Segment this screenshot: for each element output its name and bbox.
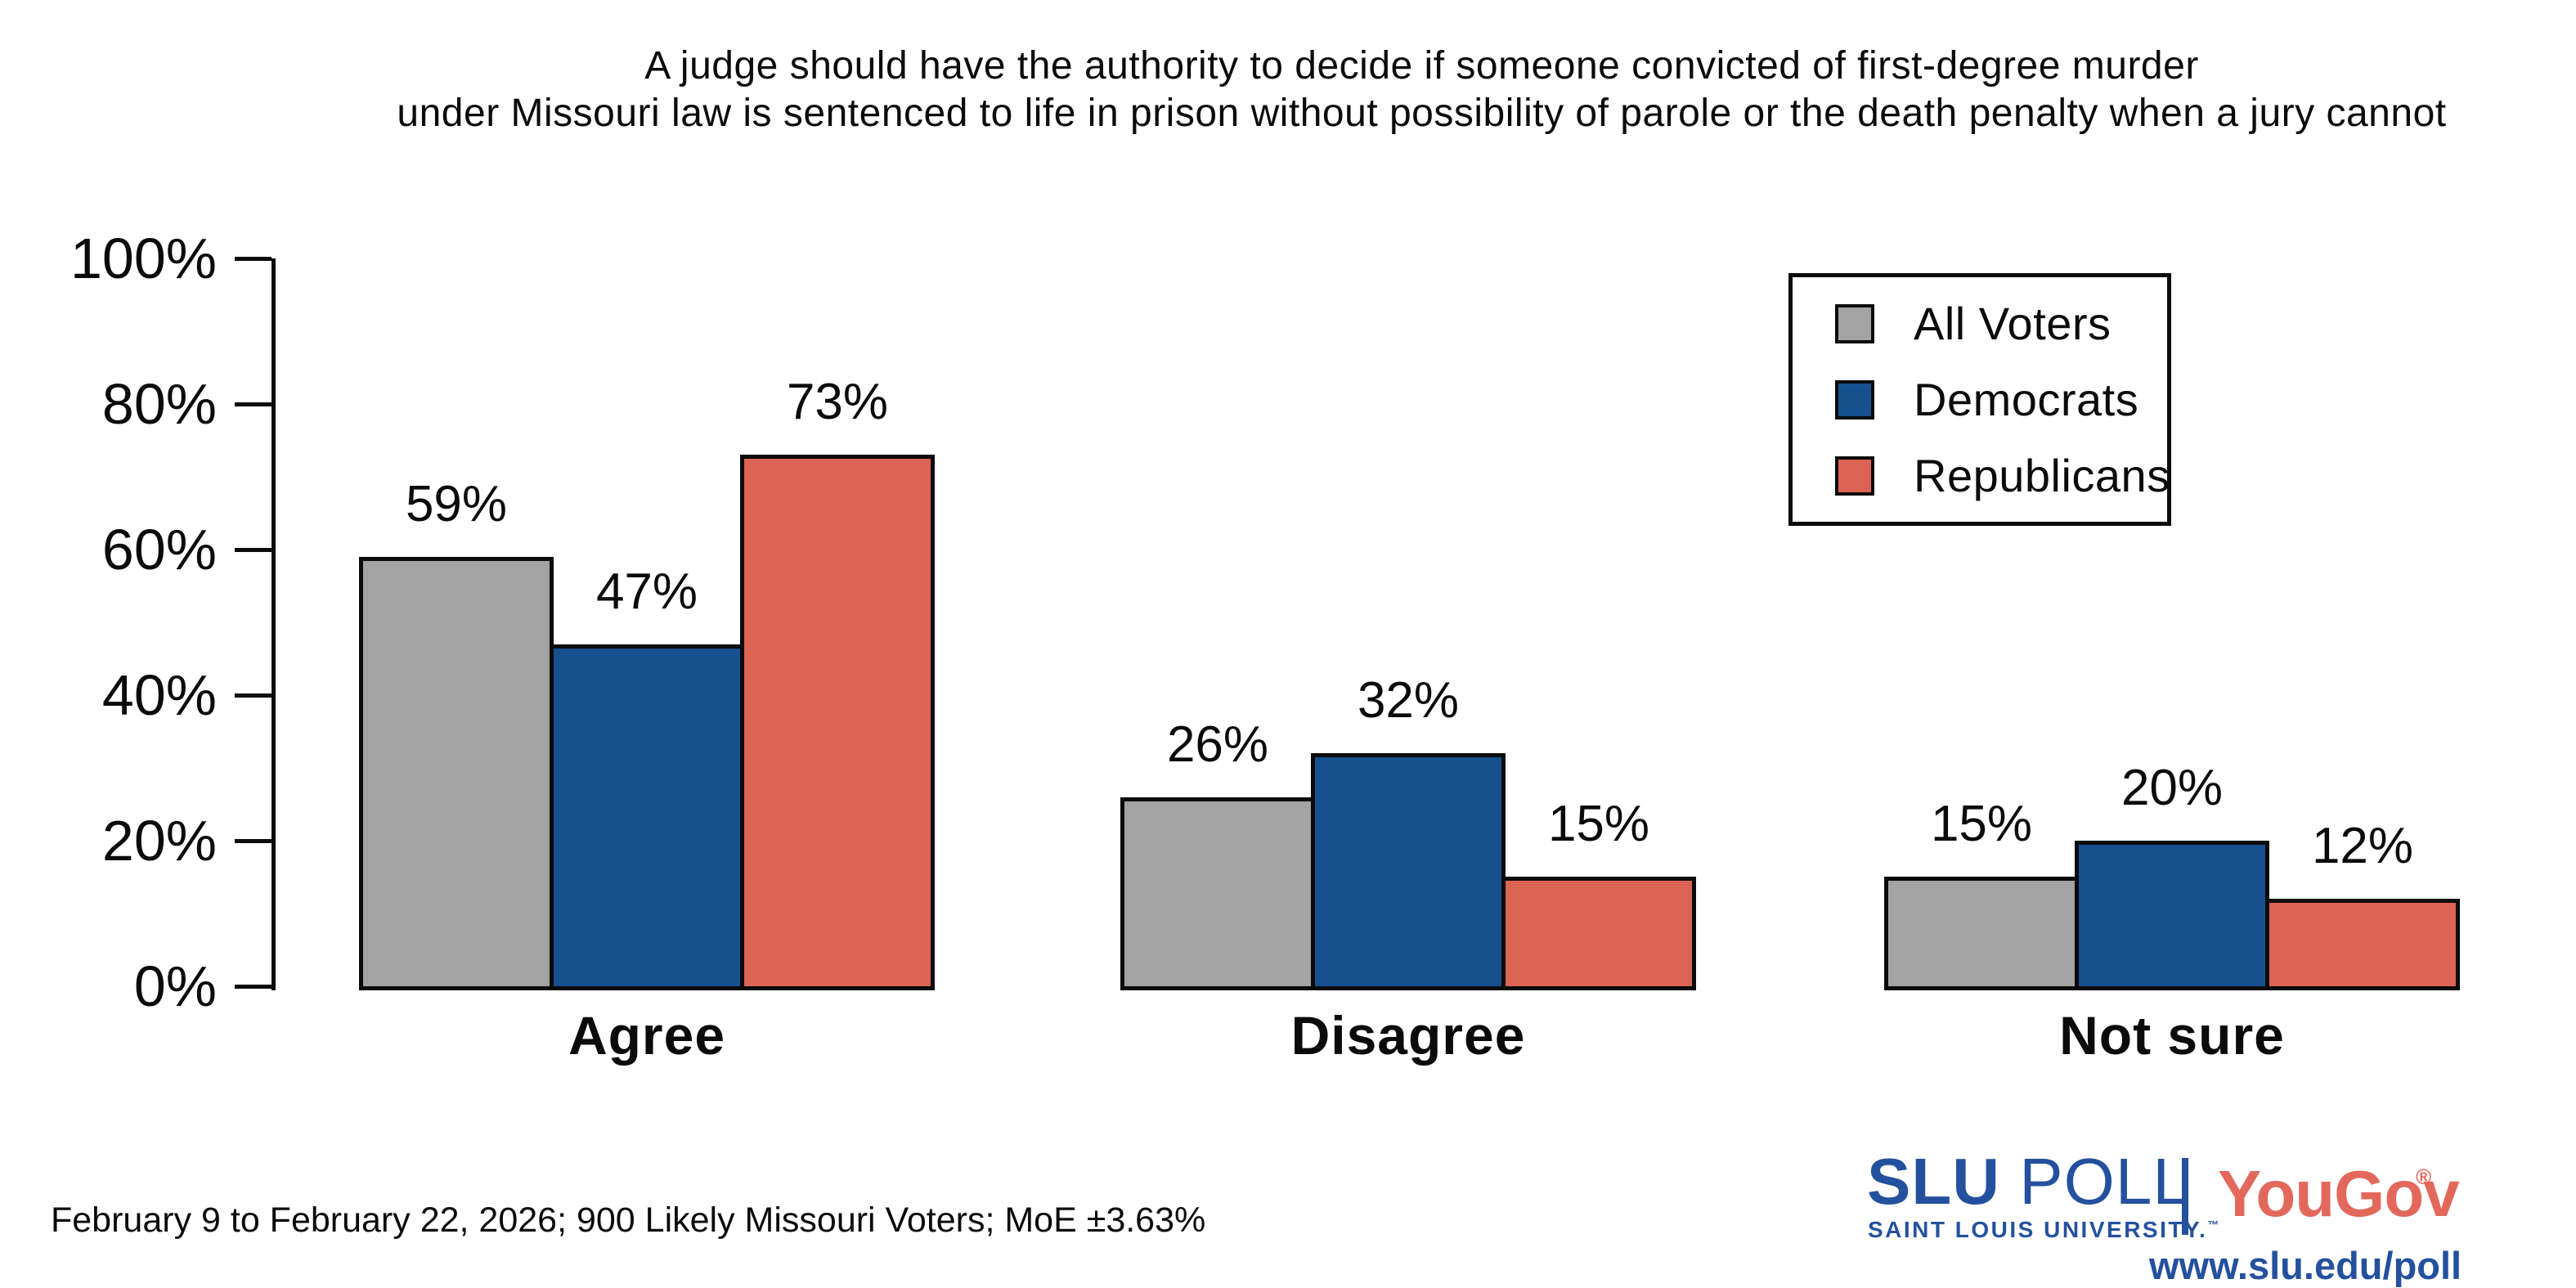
y-axis-tick [235, 548, 272, 552]
y-axis-tick [235, 693, 272, 698]
bar-disagree-all-voters [1120, 797, 1315, 990]
bar-not-sure-republicans [2265, 899, 2460, 990]
y-axis-tick-label: 60% [101, 518, 217, 581]
y-axis-line [272, 258, 276, 990]
legend-item: Democrats [1835, 373, 2167, 426]
y-axis-tick [235, 402, 272, 406]
saint-louis-university-wordmark: SAINT LOUIS UNIVERSITY.™ [1868, 1217, 2221, 1243]
y-axis-tick-label: 40% [101, 663, 217, 727]
bar-not-sure-all-voters [1884, 877, 2079, 990]
chart-title-line1: A judge should have the authority to dec… [644, 44, 2199, 88]
bar-value-label: 47% [595, 563, 698, 620]
bar-value-label: 15% [1930, 796, 2033, 852]
slu-poll-logo-poll: POLL [2019, 1145, 2190, 1218]
legend-item: All Voters [1835, 297, 2167, 350]
legend-label: Republicans [1914, 450, 2170, 501]
bar-value-label: 15% [1547, 796, 1650, 852]
bar-disagree-democrats [1311, 753, 1506, 990]
x-axis-category-label: Disagree [1290, 1005, 1526, 1066]
slu-poll-url: www.slu.edu/poll [2149, 1244, 2462, 1287]
legend-swatch [1835, 379, 1874, 420]
bar-value-label: 20% [2120, 760, 2224, 816]
legend-swatch [1835, 456, 1874, 496]
saint-louis-university-text: SAINT LOUIS UNIVERSITY. [1868, 1217, 2208, 1242]
x-axis-category-label: Not sure [2059, 1005, 2285, 1066]
logo-divider-bar [2182, 1158, 2188, 1235]
y-axis-tick [235, 839, 272, 843]
slu-poll-logo-slu: SLU [1867, 1145, 2000, 1218]
legend-swatch [1835, 303, 1874, 343]
legend-item: Republicans [1835, 449, 2170, 502]
y-axis-tick-label: 80% [101, 372, 217, 436]
trademark-symbol: ™ [2207, 1218, 2221, 1232]
registered-trademark-symbol: ® [2416, 1165, 2432, 1189]
x-axis-category-label: Agree [568, 1005, 726, 1066]
chart-title-line2: under Missouri law is sentenced to life … [397, 92, 2447, 135]
y-axis-tick [235, 257, 272, 261]
bar-not-sure-democrats [2075, 841, 2269, 990]
bar-value-label: 73% [786, 374, 889, 430]
bar-agree-all-voters [359, 557, 554, 990]
bar-agree-democrats [550, 644, 744, 990]
y-axis-tick-label: 100% [70, 227, 217, 290]
y-axis-tick-label: 20% [101, 809, 217, 873]
bar-value-label: 32% [1357, 672, 1460, 729]
chart-title: A judge should have the authority to dec… [276, 43, 2568, 137]
y-axis-tick [235, 985, 272, 989]
methodology-note: February 9 to February 22, 2026; 900 Lik… [51, 1200, 1206, 1240]
bar-agree-republicans [740, 455, 935, 990]
legend-label: Democrats [1914, 374, 2139, 425]
legend: All Voters Democrats Republicans [1788, 273, 2171, 526]
yougov-logo: YouGov [2218, 1157, 2460, 1230]
bar-value-label: 26% [1166, 716, 1269, 773]
bar-value-label: 12% [2311, 818, 2414, 874]
legend-label: All Voters [1914, 298, 2112, 349]
bar-value-label: 59% [405, 476, 508, 532]
y-axis-tick-label: 0% [133, 954, 217, 1018]
bar-disagree-republicans [1501, 877, 1696, 990]
slu-poll-logo: SLU POLL [1867, 1149, 2190, 1214]
